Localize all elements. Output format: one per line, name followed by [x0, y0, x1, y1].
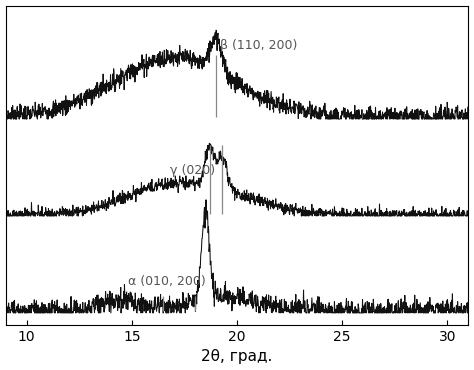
- Text: β (110, 200): β (110, 200): [220, 40, 298, 53]
- Text: α (010, 200): α (010, 200): [128, 275, 205, 288]
- X-axis label: 2θ, град.: 2θ, град.: [201, 349, 273, 364]
- Text: γ (020): γ (020): [170, 164, 215, 177]
